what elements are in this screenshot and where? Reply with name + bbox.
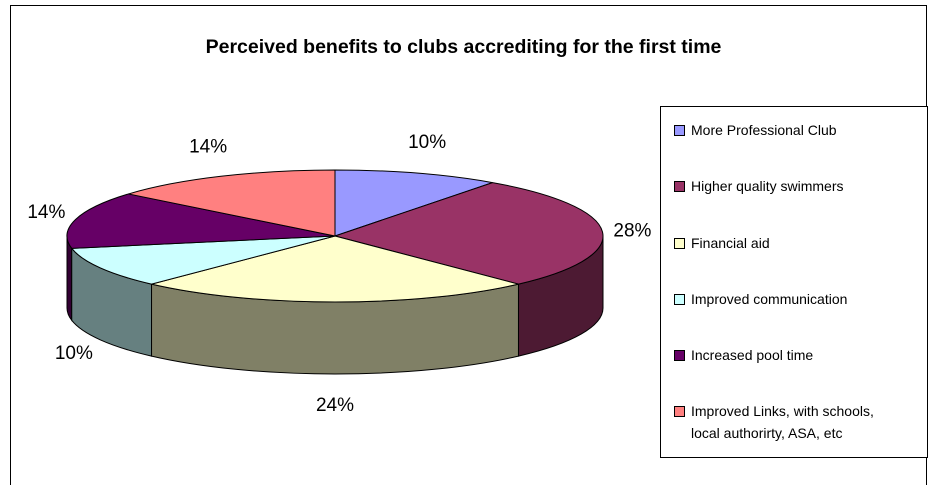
legend-label: Financial aid [691, 235, 770, 251]
pie-slice [334, 169, 493, 237]
legend-label: Improved Links, with schools, local auth… [691, 403, 874, 441]
legend-item: Higher quality swimmers [674, 175, 921, 197]
legend-item: Financial aid [674, 232, 921, 254]
legend-label: Increased pool time [691, 347, 814, 363]
chart-title: Perceived benefits to clubs accrediting … [205, 36, 722, 58]
data-label: 28% [613, 221, 651, 242]
pie-slice [70, 235, 336, 285]
legend-item: More Professional Club [674, 119, 921, 141]
pie-slice-side [66, 235, 73, 322]
pie-chart: 10% 28% 24% 10% 14% 14% [27, 132, 651, 416]
pie-slice [151, 235, 519, 303]
pie-slice [333, 182, 604, 285]
legend-swatch [674, 350, 685, 361]
legend-swatch [674, 238, 685, 249]
pie-slice [66, 193, 336, 249]
data-label: 14% [27, 202, 65, 223]
chart-area: Perceived benefits to clubs accrediting … [10, 5, 928, 485]
legend-label: More Professional Club [691, 122, 837, 138]
pie-slice [128, 169, 336, 237]
legend-item: Increased pool time [674, 344, 921, 366]
legend-item: Improved communication [674, 288, 921, 310]
legend-label: Higher quality swimmers [691, 178, 844, 194]
legend-item: Improved Links, with schools, local auth… [674, 400, 921, 444]
legend-swatch [674, 125, 685, 136]
chart-legend: More Professional Club Higher quality sw… [660, 106, 928, 458]
data-label: 24% [316, 395, 354, 416]
legend-label: Improved communication [691, 291, 848, 307]
legend-swatch [674, 294, 685, 305]
data-label: 10% [55, 343, 93, 364]
data-label: 10% [408, 132, 446, 153]
legend-swatch [674, 406, 685, 417]
legend-swatch [674, 181, 685, 192]
data-label: 14% [189, 137, 227, 158]
